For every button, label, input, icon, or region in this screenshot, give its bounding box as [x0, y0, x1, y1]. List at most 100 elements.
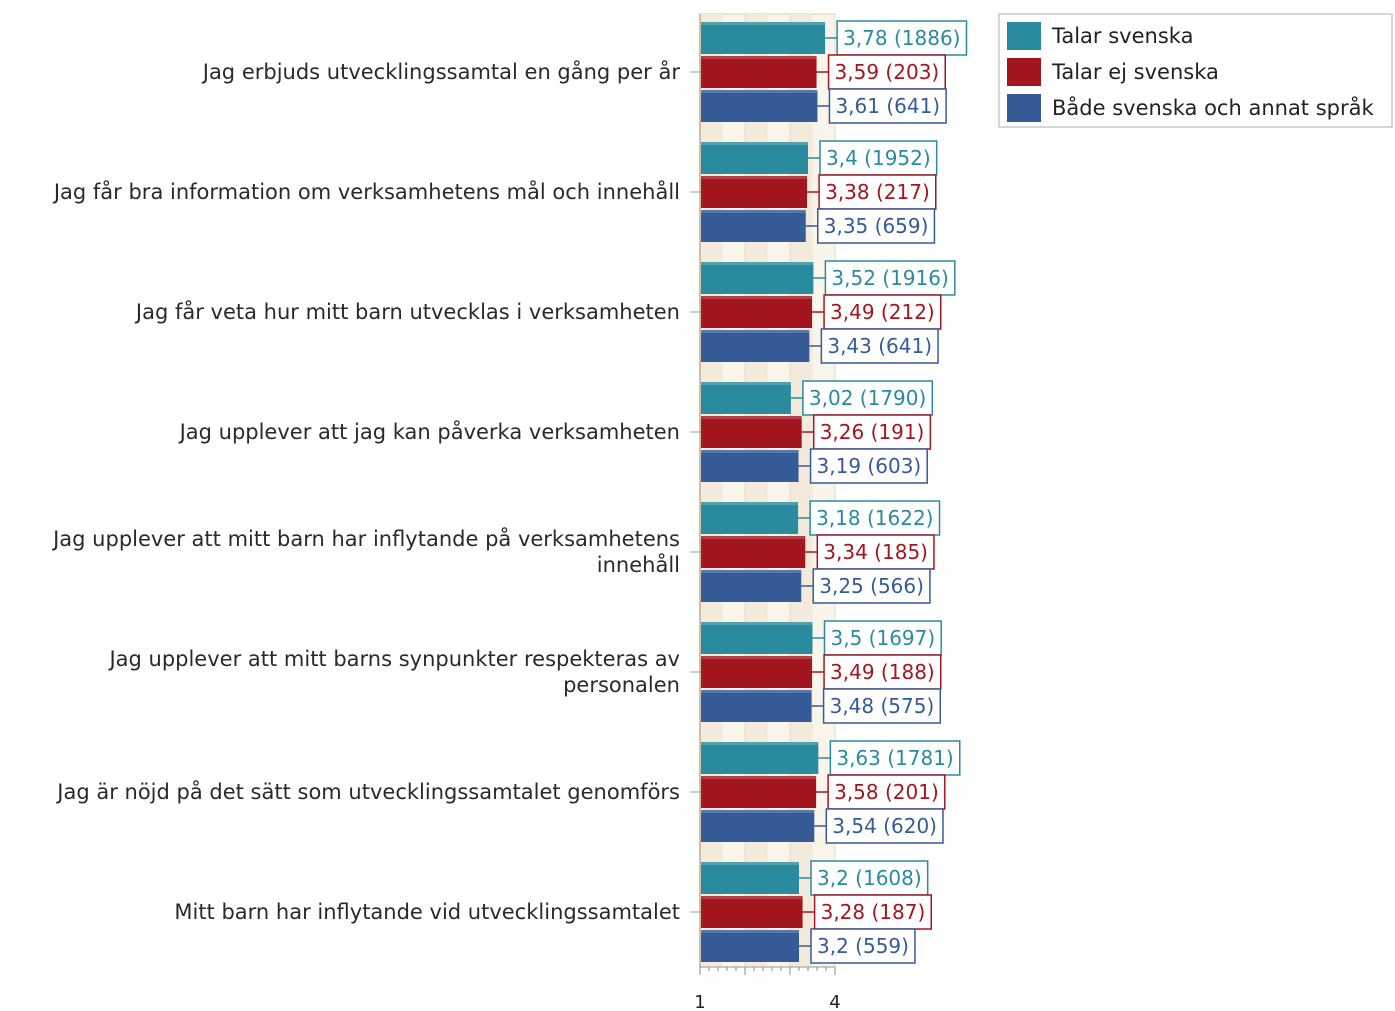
category-label: Jag får bra information om verksamhetens… — [52, 179, 680, 204]
category-label: Mitt barn har inflytande vid utvecklings… — [174, 900, 680, 924]
bar-highlight — [700, 416, 802, 419]
value-label-box — [817, 208, 936, 244]
category-label: innehåll — [597, 552, 680, 577]
value-label-box — [818, 174, 937, 210]
value-label-box — [822, 688, 942, 724]
bar-highlight — [700, 176, 808, 179]
value-label: 3,5 (1697) — [831, 626, 936, 650]
bar — [700, 930, 799, 962]
value-label: 3,28 (187) — [821, 900, 926, 924]
category-label: Jag är nöjd på det sätt som utvecklingss… — [55, 779, 680, 804]
bar-highlight — [700, 56, 817, 59]
bar-highlight — [700, 776, 817, 779]
bar-highlight — [700, 296, 813, 299]
bar — [700, 896, 803, 928]
value-label-box — [810, 928, 916, 964]
bar — [700, 656, 813, 688]
value-label: 3,49 (212) — [830, 300, 935, 324]
value-label: 3,59 (203) — [835, 60, 940, 84]
bar — [700, 502, 799, 534]
value-label-box — [823, 654, 942, 690]
category-label: Jag upplever att mitt barns synpunkter r… — [107, 647, 680, 671]
bar-highlight — [700, 142, 808, 145]
legend-label: Talar svenska — [1051, 24, 1193, 48]
bar — [700, 450, 799, 482]
bar-highlight — [700, 450, 799, 453]
bar-highlight — [700, 862, 799, 865]
category-label: Jag får veta hur mitt barn utvecklas i v… — [134, 299, 680, 324]
value-label: 3,02 (1790) — [809, 386, 926, 410]
bar-highlight — [700, 896, 803, 899]
bar — [700, 742, 819, 774]
value-label-box — [802, 380, 934, 416]
value-label-box — [836, 20, 968, 56]
bars — [700, 22, 826, 962]
x-tick-label: 4 — [829, 992, 840, 1011]
bar-highlight — [700, 690, 812, 693]
bar — [700, 862, 799, 894]
bar — [700, 382, 791, 414]
bar — [700, 690, 812, 722]
value-label-box — [812, 568, 931, 604]
value-label: 3,49 (188) — [830, 660, 935, 684]
value-label-box — [820, 328, 939, 364]
plot-band — [790, 14, 813, 967]
bar — [700, 90, 818, 122]
value-label: 3,34 (185) — [823, 540, 928, 564]
value-label: 3,52 (1916) — [831, 266, 948, 290]
value-label: 3,35 (659) — [824, 214, 929, 238]
bar-highlight — [700, 262, 814, 265]
bar — [700, 810, 815, 842]
bar — [700, 296, 813, 328]
legend-swatch — [1007, 58, 1041, 86]
plot-band — [745, 14, 768, 967]
value-label-box — [827, 54, 946, 90]
value-label: 3,2 (559) — [817, 934, 909, 958]
bar — [700, 56, 817, 88]
bar-highlight — [700, 570, 802, 573]
bar-highlight — [700, 810, 815, 813]
legend: Talar svenska Talar ej svenska Både svensk… — [998, 13, 1393, 128]
legend-label: Både svenska och annat språk — [1052, 95, 1374, 120]
value-label: 3,19 (603) — [817, 454, 922, 478]
value-labels: 3,78 (1886) 3,59 (203) 3,61 (641) 3,4 (1952… — [790, 20, 968, 964]
x-tick-label: 1 — [694, 992, 705, 1011]
category-label: personalen — [563, 673, 680, 697]
bar-highlight — [700, 382, 791, 385]
bar — [700, 142, 808, 174]
bar-highlight — [700, 930, 799, 933]
value-label-box — [824, 260, 956, 296]
value-label: 3,4 (1952) — [826, 146, 931, 170]
value-label-box — [828, 88, 947, 124]
bar — [700, 210, 806, 242]
value-label: 3,58 (201) — [834, 780, 939, 804]
value-label: 3,61 (641) — [835, 94, 940, 118]
value-label: 3,48 (575) — [830, 694, 935, 718]
value-label: 3,25 (566) — [819, 574, 924, 598]
bar — [700, 416, 802, 448]
legend-label: Talar ej svenska — [1051, 60, 1219, 84]
category-label: Jag upplever att jag kan påverka verksam… — [178, 419, 680, 444]
bar — [700, 622, 813, 654]
category-label: Jag erbjuds utvecklingssamtal en gång pe… — [201, 59, 681, 84]
bar — [700, 776, 817, 808]
value-label: 3,2 (1608) — [817, 866, 922, 890]
bar-highlight — [700, 330, 810, 333]
value-label: 3,78 (1886) — [843, 26, 960, 50]
category-labels: Jag erbjuds utvecklingssamtal en gång pe… — [51, 59, 700, 924]
value-label-box — [812, 414, 932, 450]
value-label-box — [810, 860, 929, 896]
legend-box — [998, 13, 1393, 128]
legend-swatch — [1007, 22, 1041, 50]
bar — [700, 570, 802, 602]
plot-band — [700, 14, 723, 967]
value-label: 3,63 (1781) — [836, 746, 953, 770]
value-label-box — [823, 620, 942, 656]
value-label-box — [809, 448, 928, 484]
value-label: 3,43 (641) — [827, 334, 932, 358]
value-label-box — [829, 740, 961, 776]
bar — [700, 22, 826, 54]
bar-highlight — [700, 656, 813, 659]
